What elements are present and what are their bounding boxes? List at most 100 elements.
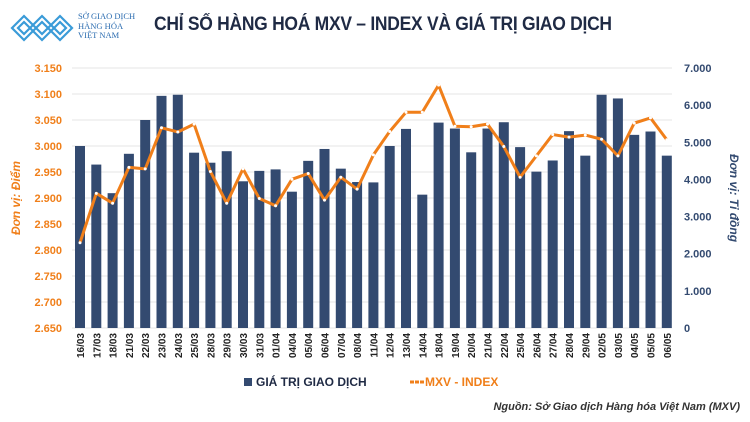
index-point bbox=[176, 130, 180, 134]
bar bbox=[221, 151, 232, 328]
index-point bbox=[339, 175, 343, 179]
bar bbox=[205, 162, 216, 328]
x-tick-label: 19/04 bbox=[451, 333, 462, 358]
right-tick-label: 0 bbox=[684, 323, 690, 335]
bar bbox=[156, 95, 167, 328]
index-point bbox=[78, 241, 82, 245]
left-tick-label: 2.750 bbox=[34, 271, 62, 283]
bar bbox=[531, 171, 542, 328]
bar bbox=[417, 194, 428, 328]
x-tick-label: 22/04 bbox=[500, 333, 511, 358]
x-tick-label: 12/04 bbox=[386, 333, 397, 358]
index-point bbox=[665, 138, 669, 142]
logo-line: HÀNG HÓA bbox=[78, 20, 124, 31]
bar bbox=[91, 164, 102, 328]
left-tick-label: 3.000 bbox=[34, 141, 62, 153]
left-tick-label: 2.700 bbox=[34, 297, 62, 309]
x-tick-label: 03/05 bbox=[614, 333, 625, 358]
index-point bbox=[355, 187, 359, 191]
x-tick-label: 06/04 bbox=[321, 333, 332, 358]
right-tick-label: 6.000 bbox=[684, 100, 712, 112]
bar bbox=[564, 131, 574, 328]
x-tick-label: 04/04 bbox=[288, 333, 299, 358]
index-point bbox=[160, 126, 163, 130]
left-tick-label: 3.050 bbox=[34, 115, 62, 127]
legend-bar-label: GIÁ TRỊ GIAO DỊCH bbox=[256, 374, 367, 389]
x-tick-label: 31/03 bbox=[255, 333, 266, 358]
index-point bbox=[225, 201, 229, 205]
bar bbox=[286, 191, 297, 328]
x-tick-label: 06/05 bbox=[663, 333, 674, 358]
index-point bbox=[127, 165, 131, 169]
index-point bbox=[616, 154, 620, 158]
bar bbox=[498, 122, 509, 328]
bar bbox=[384, 146, 395, 328]
index-point bbox=[404, 110, 408, 114]
x-tick-label: 21/03 bbox=[125, 333, 136, 358]
x-tick-label: 18/03 bbox=[109, 333, 120, 358]
source-note: Nguồn: Sở Giao dịch Hàng hóa Việt Nam (M… bbox=[493, 401, 740, 413]
x-tick-label: 04/05 bbox=[630, 333, 641, 358]
x-tick-label: 24/03 bbox=[174, 333, 185, 358]
index-point bbox=[143, 167, 147, 171]
bar bbox=[303, 160, 314, 328]
x-tick-label: 26/04 bbox=[532, 333, 543, 358]
bar bbox=[547, 160, 558, 328]
legend-bar-swatch bbox=[244, 378, 252, 386]
x-tick-label: 11/04 bbox=[369, 333, 380, 358]
bar bbox=[515, 147, 526, 328]
logo-line: SỞ GIAO DỊCH bbox=[78, 11, 136, 21]
chart-title: CHỈ SỐ HÀNG HOÁ MXV – INDEX VÀ GIÁ TRỊ G… bbox=[154, 14, 612, 35]
bar bbox=[368, 182, 379, 328]
index-point bbox=[518, 175, 522, 179]
x-tick-label: 16/03 bbox=[76, 333, 87, 358]
index-point bbox=[551, 133, 555, 137]
x-tick-label: 23/03 bbox=[158, 333, 169, 358]
x-tick-label: 29/03 bbox=[223, 333, 234, 358]
x-tick-label: 28/04 bbox=[565, 333, 576, 358]
bar bbox=[189, 152, 200, 328]
bar bbox=[596, 94, 607, 328]
bar bbox=[645, 131, 656, 328]
right-tick-label: 4.000 bbox=[684, 174, 712, 186]
index-point bbox=[502, 145, 506, 149]
index-point bbox=[94, 191, 98, 195]
bar bbox=[123, 153, 134, 328]
index-point bbox=[600, 137, 604, 141]
left-tick-label: 2.850 bbox=[34, 219, 62, 231]
x-tick-label: 05/04 bbox=[304, 333, 315, 358]
bar bbox=[580, 155, 591, 328]
bar bbox=[335, 168, 346, 328]
x-tick-label: 28/03 bbox=[206, 333, 217, 358]
bar bbox=[270, 169, 281, 328]
index-point bbox=[453, 124, 457, 128]
bar bbox=[401, 128, 411, 328]
bar bbox=[140, 120, 151, 328]
bar bbox=[75, 146, 85, 328]
index-point bbox=[388, 129, 392, 133]
x-tick-label: 30/03 bbox=[239, 333, 250, 358]
x-tick-label: 02/05 bbox=[598, 333, 609, 358]
x-tick-label: 14/04 bbox=[418, 333, 429, 358]
right-tick-label: 3.000 bbox=[684, 212, 712, 224]
index-point bbox=[192, 122, 196, 126]
index-point bbox=[534, 154, 538, 158]
x-tick-label: 13/04 bbox=[402, 333, 413, 358]
x-tick-label: 27/04 bbox=[549, 333, 560, 358]
bar bbox=[172, 94, 183, 328]
index-point bbox=[469, 125, 473, 129]
index-point bbox=[323, 198, 326, 202]
x-tick-label: 25/03 bbox=[190, 333, 201, 358]
x-tick-label: 07/04 bbox=[337, 333, 348, 358]
index-point bbox=[420, 110, 424, 114]
x-tick-label: 08/04 bbox=[353, 333, 364, 358]
bar bbox=[319, 148, 330, 328]
index-point bbox=[583, 133, 587, 137]
bar bbox=[661, 155, 672, 328]
left-tick-label: 2.800 bbox=[34, 245, 62, 257]
x-tick-label: 17/03 bbox=[92, 333, 103, 358]
bar bbox=[352, 182, 363, 328]
index-point bbox=[290, 177, 294, 181]
